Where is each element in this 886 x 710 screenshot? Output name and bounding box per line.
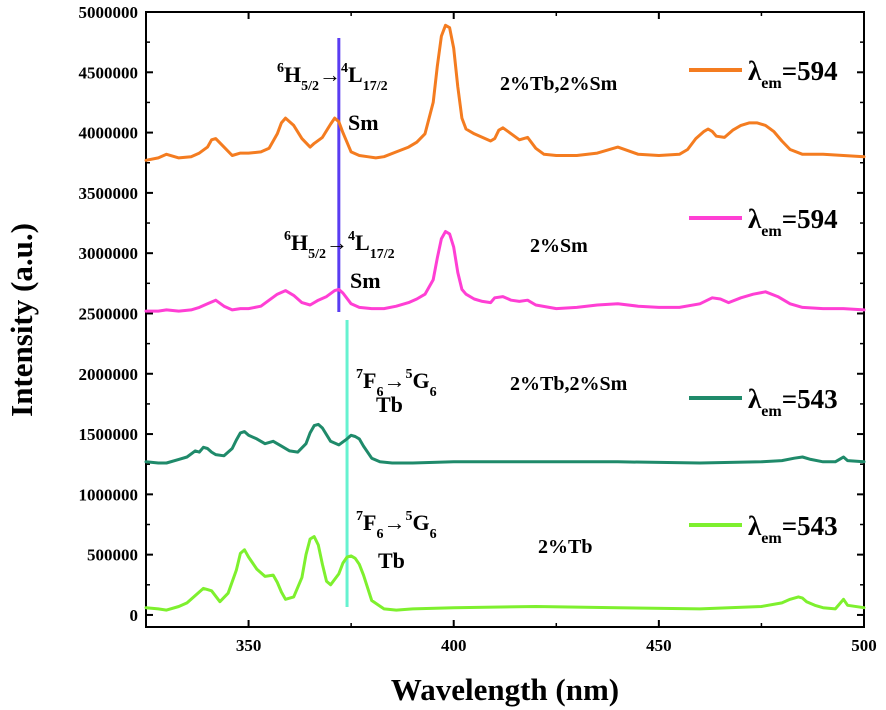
x-tick-label: 400 [441, 636, 467, 655]
sample-label-2: 2%Sm [530, 235, 588, 257]
y-tick-label: 1500000 [79, 425, 139, 444]
y-tick-label: 3500000 [79, 184, 139, 203]
x-tick-label: 500 [851, 636, 877, 655]
series-line-4 [144, 535, 866, 612]
y-tick-label: 5000000 [79, 3, 139, 22]
y-tick-label: 4500000 [79, 63, 139, 82]
y-tick-label: 2000000 [79, 365, 139, 384]
series-lines [144, 23, 866, 612]
y-tick-label: 0 [130, 606, 139, 625]
svg-text:Tb: Tb [378, 548, 405, 573]
axis-ticks [145, 11, 865, 627]
svg-text:7F6→5G6: 7F6→5G6 [356, 509, 437, 542]
y-tick-label: 500000 [87, 546, 138, 565]
legend-label-2: λem=594 [748, 204, 838, 240]
series-line-2 [144, 230, 866, 313]
plot-frame [145, 11, 865, 628]
y-tick-label: 2500000 [79, 304, 139, 323]
x-axis-title: Wavelength (nm) [391, 672, 619, 707]
svg-text:6H5/2→4L17/2: 6H5/2→4L17/2 [284, 229, 395, 262]
y-tick-label: 4000000 [79, 124, 139, 143]
legend-label-4: λem=543 [748, 511, 838, 547]
svg-text:Sm: Sm [348, 110, 379, 135]
x-tick-labels: 350 400 450 500 [236, 636, 877, 655]
svg-text:Tb: Tb [376, 392, 403, 417]
sample-label-3: 2%Tb,2%Sm [510, 373, 628, 395]
series-line-3 [144, 422, 866, 465]
y-tick-labels: 0 500000 1000000 1500000 2000000 2500000 30000… [79, 3, 139, 625]
x-tick-label: 450 [646, 636, 672, 655]
transition-annotation-2: 6H5/2→4L17/2 Sm [284, 229, 395, 293]
svg-text:6H5/2→4L17/2: 6H5/2→4L17/2 [277, 61, 388, 94]
svg-text:7F6→5G6: 7F6→5G6 [356, 367, 437, 400]
svg-text:Sm: Sm [350, 268, 381, 293]
legend: λem=594 λem=594 λem=543 λem=543 [689, 56, 838, 547]
sample-label-1: 2%Tb,2%Sm [500, 73, 618, 95]
y-axis-title: Intensity (a.u.) [4, 223, 39, 417]
y-tick-label: 3000000 [79, 244, 139, 263]
legend-label-1: λem=594 [748, 56, 838, 92]
sample-label-4: 2%Tb [538, 536, 592, 558]
transition-annotation-3: 7F6→5G6 Tb [356, 367, 437, 417]
series-line-1 [144, 23, 866, 162]
legend-label-3: λem=543 [748, 384, 838, 420]
transition-annotation-4: 7F6→5G6 Tb [356, 509, 437, 573]
x-tick-label: 350 [236, 636, 262, 655]
transition-annotation-1: 6H5/2→4L17/2 Sm [277, 61, 388, 135]
y-tick-label: 1000000 [79, 485, 139, 504]
